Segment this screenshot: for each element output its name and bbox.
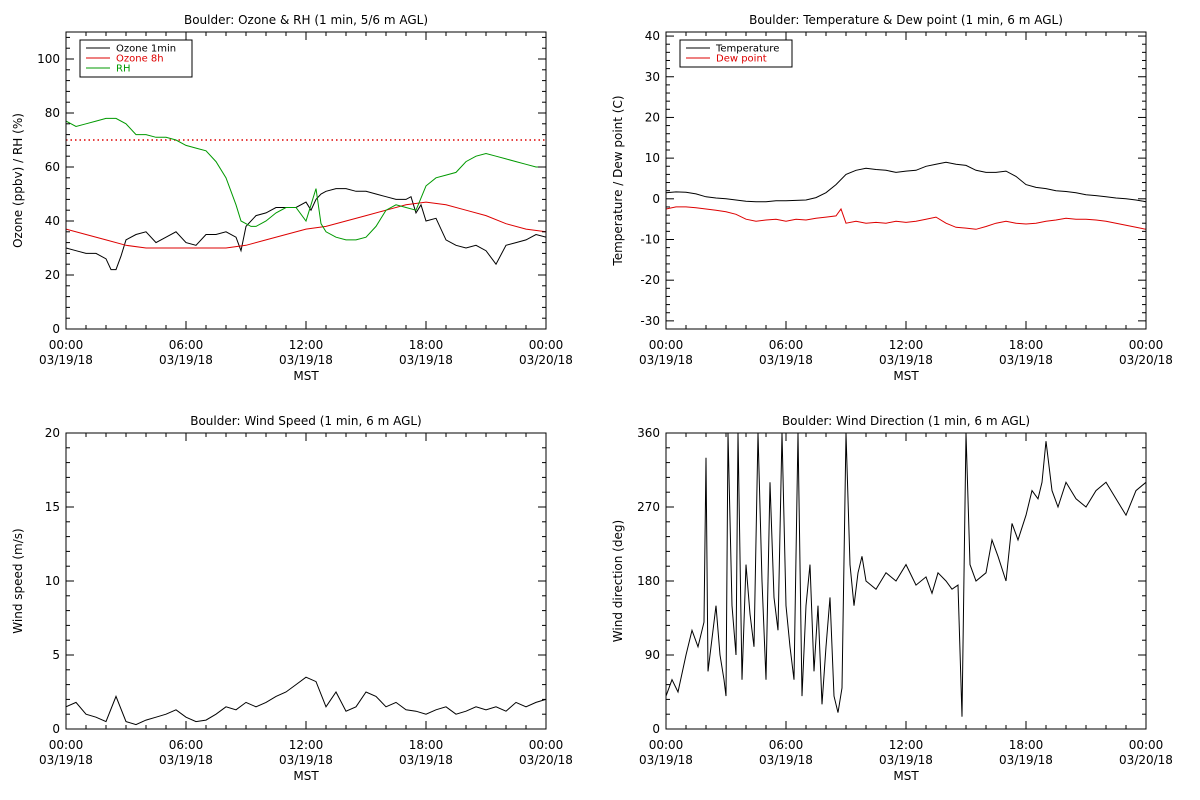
x-axis-label: MST — [293, 369, 319, 383]
y-tick-label: 0 — [52, 722, 60, 736]
x-tick-label-date: 03/19/18 — [759, 753, 813, 767]
x-tick-label-time: 00:00 — [1129, 338, 1164, 352]
x-tick-label-date: 03/19/18 — [639, 353, 693, 367]
x-tick-label-time: 00:00 — [529, 338, 564, 352]
x-axis-label: MST — [293, 769, 319, 783]
y-tick-label: 40 — [45, 214, 60, 228]
x-tick-label-time: 06:00 — [169, 738, 204, 752]
y-tick-label: 0 — [652, 192, 660, 206]
legend-label: RH — [116, 64, 130, 75]
chart-panel-3: Boulder: Wind Speed (1 min, 6 m AGL) 0 5 10… — [11, 414, 573, 783]
x-tick-label-time: 00:00 — [1129, 738, 1164, 752]
x-tick-label-date: 03/20/18 — [519, 753, 573, 767]
x-tick-label-time: 00:00 — [49, 738, 84, 752]
x-tick-label-date: 03/19/18 — [279, 353, 333, 367]
x-tick-label-time: 12:00 — [889, 738, 924, 752]
legend-label: Ozone 1min — [116, 44, 176, 55]
chart-title: Boulder: Wind Direction (1 min, 6 m AGL) — [782, 414, 1030, 428]
legend-label: Dew point — [716, 54, 767, 65]
y-axis-label: Wind speed (m/s) — [11, 528, 25, 633]
x-axis-label: MST — [893, 369, 919, 383]
legend-label: Temperature — [715, 44, 779, 55]
x-tick-label-time: 06:00 — [769, 338, 804, 352]
x-tick-label-time: 18:00 — [409, 338, 444, 352]
y-tick-label: -20 — [640, 273, 660, 287]
y-tick-label: 15 — [45, 500, 60, 514]
y-tick-label: 30 — [645, 70, 660, 84]
x-tick-label-date: 03/19/18 — [879, 353, 933, 367]
x-tick-label-time: 12:00 — [289, 338, 324, 352]
y-tick-label: 100 — [37, 52, 60, 66]
legend-label: Ozone 8h — [116, 54, 164, 65]
chart-title: Boulder: Ozone & RH (1 min, 5/6 m AGL) — [184, 13, 428, 27]
series-line-temperature — [666, 161, 1146, 203]
plot-frame — [665, 31, 1147, 330]
x-tick-label-date: 03/19/18 — [39, 753, 93, 767]
x-tick-label-time: 00:00 — [529, 738, 564, 752]
x-tick-label-time: 18:00 — [1009, 738, 1044, 752]
series-line-ozone-8h — [66, 201, 546, 249]
x-tick-label-date: 03/19/18 — [399, 753, 453, 767]
x-tick-label-time: 18:00 — [409, 738, 444, 752]
y-axis-label: Ozone (ppbv) / RH (%) — [11, 113, 25, 248]
chart-title: Boulder: Temperature & Dew point (1 min,… — [749, 13, 1063, 27]
x-tick-label-date: 03/19/18 — [39, 353, 93, 367]
series-line-dew-point — [666, 206, 1146, 230]
chart-title: Boulder: Wind Speed (1 min, 6 m AGL) — [190, 414, 422, 428]
y-axis-label: Temperature / Dew point (C) — [611, 95, 625, 266]
y-tick-label: 20 — [645, 110, 660, 124]
x-tick-label-time: 06:00 — [769, 738, 804, 752]
chart-panel-2: Boulder: Temperature & Dew point (1 min,… — [611, 13, 1173, 383]
x-tick-label-date: 03/20/18 — [519, 353, 573, 367]
x-tick-label-date: 03/19/18 — [759, 353, 813, 367]
legend-frame — [679, 39, 793, 68]
x-tick-label-date: 03/19/18 — [279, 753, 333, 767]
x-tick-label-date: 03/19/18 — [999, 753, 1053, 767]
series-line-rh — [66, 117, 546, 241]
y-tick-label: 0 — [652, 722, 660, 736]
x-tick-label-date: 03/19/18 — [399, 353, 453, 367]
chart-panel-4: Boulder: Wind Direction (1 min, 6 m AGL)… — [611, 414, 1173, 783]
x-tick-label-date: 03/19/18 — [879, 753, 933, 767]
y-tick-label: 80 — [45, 106, 60, 120]
y-tick-label: 10 — [645, 151, 660, 165]
x-tick-label-time: 00:00 — [649, 738, 684, 752]
y-tick-label: 0 — [52, 322, 60, 336]
series-line-ozone-1min — [66, 188, 546, 271]
y-tick-label: 10 — [45, 574, 60, 588]
y-tick-label: -30 — [640, 314, 660, 328]
x-tick-label-date: 03/19/18 — [159, 753, 213, 767]
x-tick-label-time: 18:00 — [1009, 338, 1044, 352]
y-tick-label: 360 — [637, 426, 660, 440]
chart-panel-1: Boulder: Ozone & RH (1 min, 5/6 m AGL) 0 2… — [11, 13, 573, 383]
x-axis-label: MST — [893, 769, 919, 783]
x-tick-label-date: 03/19/18 — [999, 353, 1053, 367]
y-tick-label: 180 — [637, 574, 660, 588]
series-line-series-1 — [666, 433, 1146, 717]
x-tick-label-time: 06:00 — [169, 338, 204, 352]
x-tick-label-date: 03/19/18 — [159, 353, 213, 367]
series-line-series-1 — [66, 676, 546, 726]
y-tick-label: 20 — [45, 426, 60, 440]
y-tick-label: 270 — [637, 500, 660, 514]
x-tick-label-date: 03/20/18 — [1119, 353, 1173, 367]
x-tick-label-time: 12:00 — [289, 738, 324, 752]
y-axis-label: Wind direction (deg) — [611, 520, 625, 642]
y-tick-label: 60 — [45, 160, 60, 174]
plot-frame — [65, 432, 547, 730]
y-tick-label: 20 — [45, 268, 60, 282]
x-tick-label-time: 00:00 — [649, 338, 684, 352]
y-tick-label: 40 — [645, 29, 660, 43]
x-tick-label-date: 03/20/18 — [1119, 753, 1173, 767]
x-tick-label-time: 12:00 — [889, 338, 924, 352]
y-tick-label: -10 — [640, 232, 660, 246]
y-tick-label: 5 — [52, 648, 60, 662]
x-tick-label-time: 00:00 — [49, 338, 84, 352]
x-tick-label-date: 03/19/18 — [639, 753, 693, 767]
y-tick-label: 90 — [645, 648, 660, 662]
